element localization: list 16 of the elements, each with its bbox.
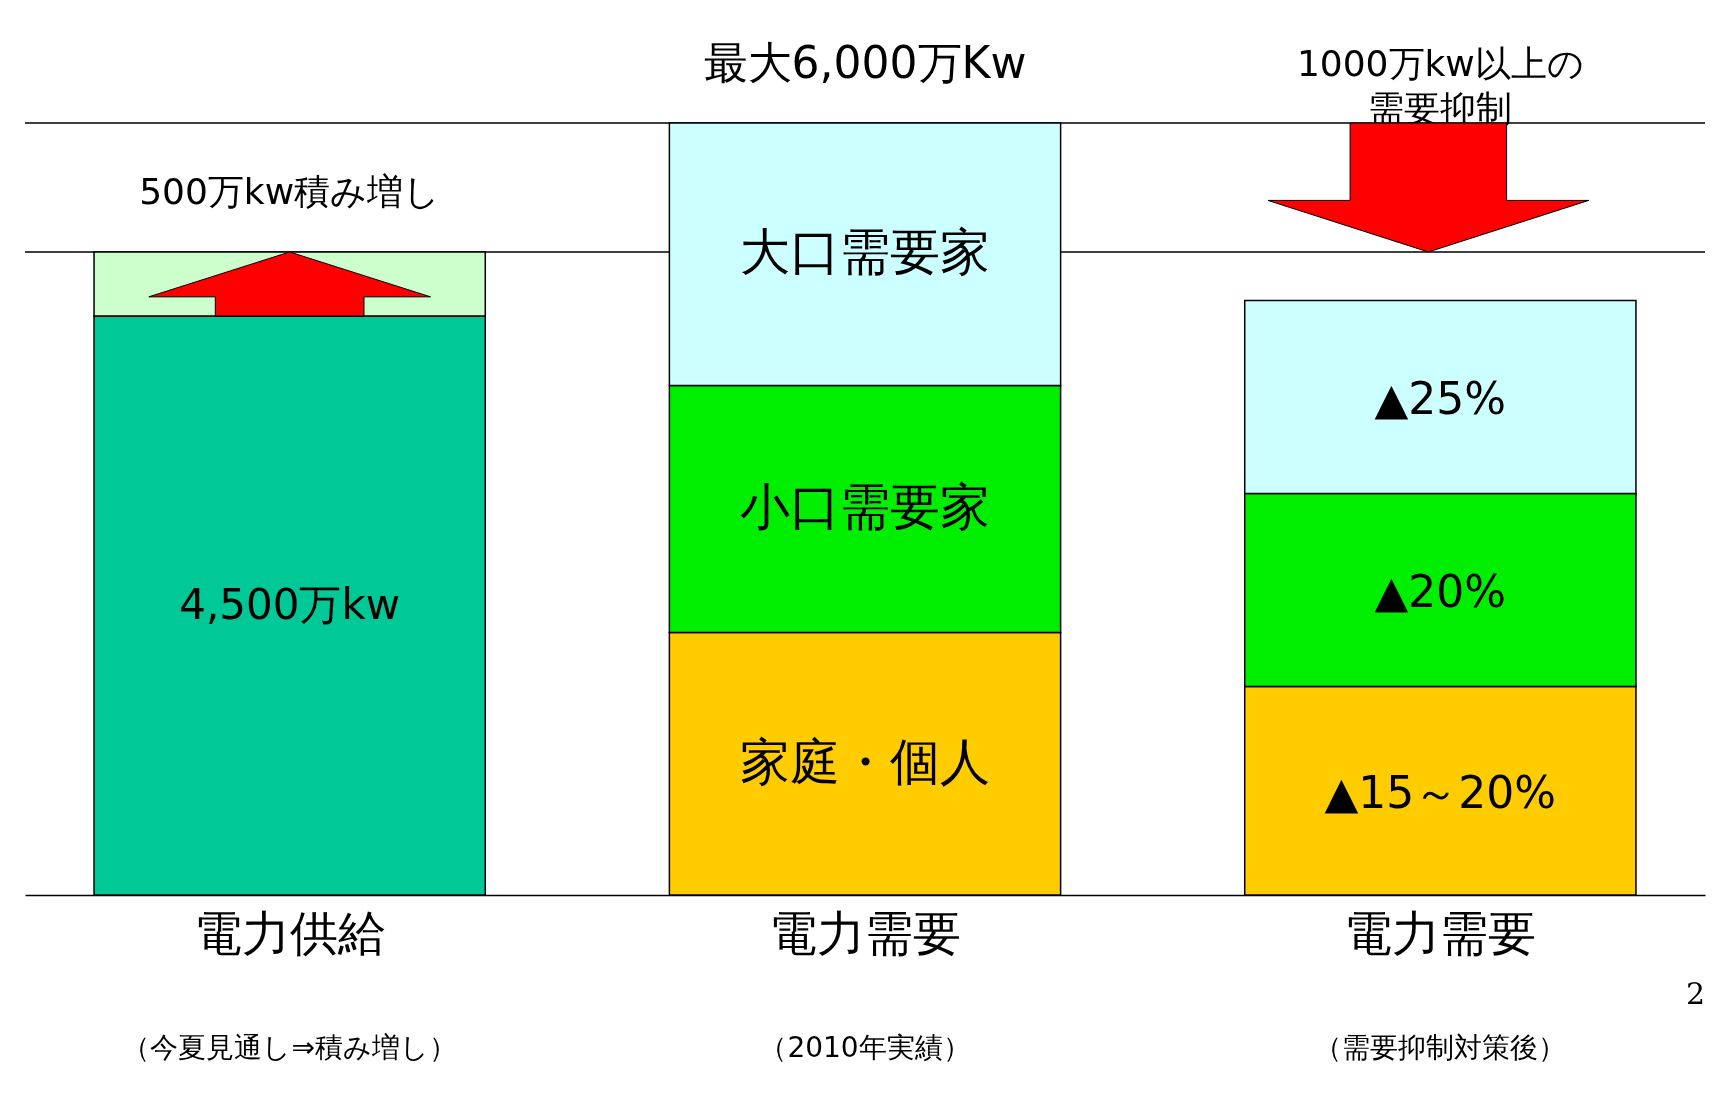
x-tick-label: 電力需要 — [769, 904, 961, 961]
annotation: ▲20% — [1374, 565, 1507, 617]
annotation: ▲25% — [1374, 372, 1507, 424]
x-tick-label: 電力供給 — [193, 904, 386, 961]
x-tick-label: 電力需要 — [1344, 904, 1537, 961]
text: （2010年実績） — [759, 1031, 971, 1065]
text: 2 — [1685, 976, 1705, 1011]
text: （需要抑制対策後） — [1314, 1031, 1567, 1065]
annotation: 500万kw積み増し — [139, 170, 441, 212]
annotation: ▲15～20% — [1324, 766, 1557, 818]
text: 最大6,000万Kw — [703, 37, 1027, 89]
series-label: 家庭・個人 — [740, 732, 990, 791]
annotation: 4,500万kw — [179, 579, 401, 629]
series-label: 大口需要家 — [740, 223, 990, 282]
series-label: 小口需要家 — [740, 478, 990, 537]
text: （今夏見通し⇒積み増し） — [122, 1031, 457, 1065]
